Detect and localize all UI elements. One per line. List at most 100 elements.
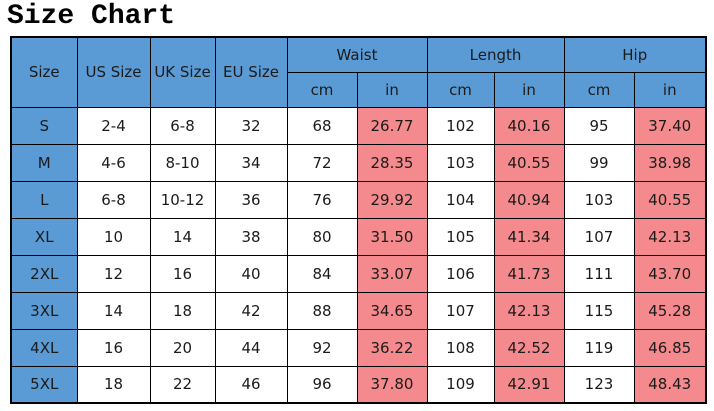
cell-uk-size: 14	[149, 217, 216, 256]
cell-eu-size: 40	[214, 254, 288, 293]
cell-length-cm: 105	[426, 217, 495, 256]
cell-length-in: 40.55	[493, 143, 565, 182]
cell-size: L	[10, 180, 78, 219]
table-row: L 6-8 10-12 36 76 29.92 104 40.94 103 40.55	[10, 180, 707, 219]
cell-size: S	[10, 106, 78, 145]
cell-uk-size: 18	[149, 291, 216, 330]
cell-waist-in: 29.92	[356, 180, 428, 219]
size-table-body: S 2-4 6-8 32 68 26.77 102 40.16 95 37.40 M 4-6 8-10 3…	[10, 106, 707, 404]
cell-hip-cm: 115	[563, 291, 635, 330]
header-length: Length	[426, 36, 565, 73]
header-waist: Waist	[286, 36, 428, 73]
cell-waist-cm: 80	[286, 217, 358, 256]
cell-length-cm: 107	[426, 291, 495, 330]
cell-hip-cm: 95	[563, 106, 635, 145]
cell-us-size: 18	[76, 365, 151, 404]
cell-length-cm: 104	[426, 180, 495, 219]
cell-size: 2XL	[10, 254, 78, 293]
header-row-groups: Size US Size UK Size EU Size Waist Lengt…	[10, 36, 707, 108]
header-us-size: US Size	[76, 36, 151, 108]
cell-waist-in: 28.35	[356, 143, 428, 182]
cell-hip-cm: 123	[563, 365, 635, 404]
size-chart-table: Size US Size UK Size EU Size Waist Lengt…	[10, 36, 707, 404]
header-waist-in: in	[356, 71, 428, 108]
cell-hip-in: 48.43	[633, 365, 707, 404]
header-hip-cm: cm	[563, 71, 635, 108]
cell-length-in: 41.73	[493, 254, 565, 293]
cell-waist-cm: 84	[286, 254, 358, 293]
cell-us-size: 2-4	[76, 106, 151, 145]
cell-eu-size: 42	[214, 291, 288, 330]
cell-hip-in: 46.85	[633, 328, 707, 367]
header-hip: Hip	[563, 36, 707, 73]
cell-size: 3XL	[10, 291, 78, 330]
cell-us-size: 4-6	[76, 143, 151, 182]
cell-waist-in: 26.77	[356, 106, 428, 145]
cell-uk-size: 10-12	[149, 180, 216, 219]
cell-hip-cm: 119	[563, 328, 635, 367]
cell-length-cm: 102	[426, 106, 495, 145]
cell-waist-cm: 88	[286, 291, 358, 330]
cell-waist-in: 33.07	[356, 254, 428, 293]
header-size: Size	[10, 36, 78, 108]
cell-waist-cm: 76	[286, 180, 358, 219]
cell-size: 5XL	[10, 365, 78, 404]
cell-us-size: 16	[76, 328, 151, 367]
cell-waist-in: 37.80	[356, 365, 428, 404]
cell-waist-in: 31.50	[356, 217, 428, 256]
cell-length-in: 42.52	[493, 328, 565, 367]
cell-length-cm: 103	[426, 143, 495, 182]
cell-eu-size: 34	[214, 143, 288, 182]
cell-length-in: 41.34	[493, 217, 565, 256]
header-waist-cm: cm	[286, 71, 358, 108]
cell-length-cm: 106	[426, 254, 495, 293]
cell-waist-in: 34.65	[356, 291, 428, 330]
page-title: Size Chart	[7, 1, 176, 32]
cell-hip-in: 43.70	[633, 254, 707, 293]
table-row: M 4-6 8-10 34 72 28.35 103 40.55 99 38.98	[10, 143, 707, 182]
cell-uk-size: 22	[149, 365, 216, 404]
cell-uk-size: 6-8	[149, 106, 216, 145]
header-uk-size: UK Size	[149, 36, 216, 108]
cell-length-in: 42.91	[493, 365, 565, 404]
header-row-units: cm in cm in cm in	[11, 71, 707, 108]
cell-length-in: 40.94	[493, 180, 565, 219]
cell-eu-size: 32	[214, 106, 288, 145]
cell-waist-cm: 68	[286, 106, 358, 145]
cell-size: 4XL	[10, 328, 78, 367]
cell-eu-size: 38	[214, 217, 288, 256]
cell-eu-size: 44	[214, 328, 288, 367]
cell-length-in: 40.16	[493, 106, 565, 145]
cell-hip-cm: 111	[563, 254, 635, 293]
cell-us-size: 10	[76, 217, 151, 256]
cell-hip-in: 42.13	[633, 217, 707, 256]
cell-hip-in: 37.40	[633, 106, 707, 145]
cell-waist-in: 36.22	[356, 328, 428, 367]
cell-uk-size: 8-10	[149, 143, 216, 182]
cell-hip-in: 45.28	[633, 291, 707, 330]
cell-eu-size: 36	[214, 180, 288, 219]
cell-waist-cm: 96	[286, 365, 358, 404]
cell-us-size: 6-8	[76, 180, 151, 219]
table-header: Size US Size UK Size EU Size Waist Lengt…	[10, 36, 707, 108]
header-length-in: in	[493, 71, 565, 108]
cell-hip-cm: 103	[563, 180, 635, 219]
cell-hip-in: 38.98	[633, 143, 707, 182]
cell-length-cm: 109	[426, 365, 495, 404]
table-row: 3XL 14 18 42 88 34.65 107 42.13 115 45.28	[10, 291, 707, 330]
cell-size: XL	[10, 217, 78, 256]
cell-waist-cm: 92	[286, 328, 358, 367]
cell-length-cm: 108	[426, 328, 495, 367]
cell-us-size: 14	[76, 291, 151, 330]
cell-hip-cm: 107	[563, 217, 635, 256]
table-row: S 2-4 6-8 32 68 26.77 102 40.16 95 37.40	[10, 106, 707, 145]
header-hip-in: in	[633, 71, 707, 108]
cell-us-size: 12	[76, 254, 151, 293]
cell-length-in: 42.13	[493, 291, 565, 330]
cell-hip-in: 40.55	[633, 180, 707, 219]
table-row: XL 10 14 38 80 31.50 105 41.34 107 42.13	[10, 217, 707, 256]
cell-size: M	[10, 143, 78, 182]
table-row: 5XL 18 22 46 96 37.80 109 42.91 123 48.43	[10, 365, 707, 404]
cell-eu-size: 46	[214, 365, 288, 404]
cell-uk-size: 16	[149, 254, 216, 293]
